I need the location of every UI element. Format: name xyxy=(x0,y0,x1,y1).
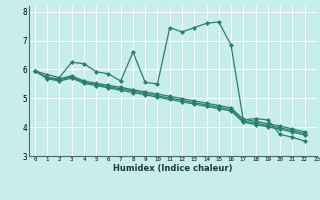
X-axis label: Humidex (Indice chaleur): Humidex (Indice chaleur) xyxy=(113,164,233,173)
